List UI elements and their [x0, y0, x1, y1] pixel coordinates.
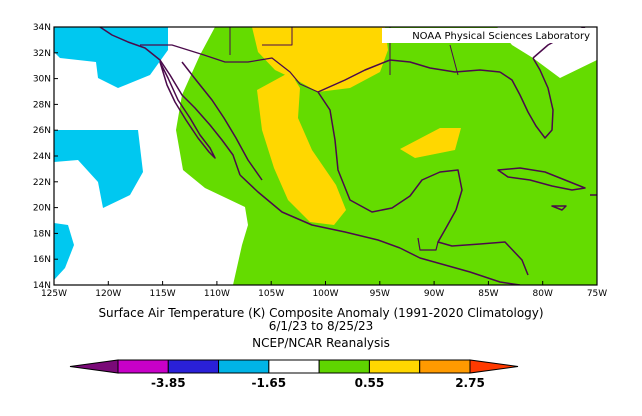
yellow-region-sierra [257, 72, 346, 225]
lat-tick-label: 32N [33, 49, 51, 59]
colorbar-swatch [117, 359, 169, 374]
title-line-3: NCEP/NCAR Reanalysis [252, 336, 390, 350]
lon-tick-label: 125W [41, 289, 67, 299]
title-line-2: 6/1/23 to 8/25/23 [269, 319, 374, 333]
lon-tick-label: 115W [150, 289, 176, 299]
lat-tick-label: 16N [33, 255, 51, 265]
lon-tick-label: 75W [587, 289, 607, 299]
colorbar [69, 359, 519, 374]
colorbar-label: 2.75 [455, 376, 485, 390]
lon-tick-label: 80W [533, 289, 553, 299]
yellow-region-gulf [400, 128, 461, 158]
colorbar-low-arrow [69, 359, 119, 374]
cyan-region-north [54, 27, 168, 88]
cyan-region-south [54, 223, 74, 280]
lat-tick-label: 14N [33, 281, 51, 291]
lon-tick-label: 90W [424, 289, 444, 299]
colorbar-swatch [318, 359, 370, 374]
lat-tick-label: 28N [33, 100, 51, 110]
colorbar-swatch [167, 359, 220, 374]
latitude-axis: 14N 16N 18N 20N 22N 24N 26N 28N 30N 32N 34N [33, 23, 58, 291]
lat-tick-label: 22N [33, 178, 51, 188]
colorbar-label: -3.85 [151, 376, 186, 390]
colorbar-labels: -3.85 -1.65 0.55 2.75 [151, 376, 485, 390]
lat-tick-label: 24N [33, 152, 51, 162]
lat-tick-label: 18N [33, 229, 51, 239]
credit-box [382, 28, 595, 43]
cyan-region-central-pacific [54, 130, 143, 208]
lat-tick-label: 20N [33, 204, 51, 214]
colorbar-swatch [268, 359, 320, 374]
map-panel: NOAA Physical Sciences Laboratory [54, 27, 597, 285]
lon-tick-label: 95W [370, 289, 390, 299]
colorbar-label: 0.55 [355, 376, 385, 390]
lat-tick-label: 26N [33, 126, 51, 136]
colorbar-high-arrow [469, 359, 519, 374]
colorbar-swatch [368, 359, 421, 374]
colorbar-label: -1.65 [252, 376, 287, 390]
colorbar-swatch [218, 359, 270, 374]
lon-tick-label: 120W [95, 289, 121, 299]
white-region-west [54, 27, 248, 285]
colorbar-swatch [419, 359, 471, 374]
lon-tick-label: 100W [312, 289, 338, 299]
lon-tick-label: 110W [204, 289, 230, 299]
lon-tick-label: 105W [258, 289, 284, 299]
lon-tick-label: 85W [478, 289, 498, 299]
credit-label: NOAA Physical Sciences Laboratory [412, 31, 590, 42]
lat-tick-label: 34N [33, 23, 51, 33]
lat-tick-label: 30N [33, 75, 51, 85]
title-line-1: Surface Air Temperature (K) Composite An… [98, 306, 543, 320]
longitude-axis: 125W 120W 115W 110W 105W 100W 95W 90W 85W 80W 75W [41, 281, 607, 299]
